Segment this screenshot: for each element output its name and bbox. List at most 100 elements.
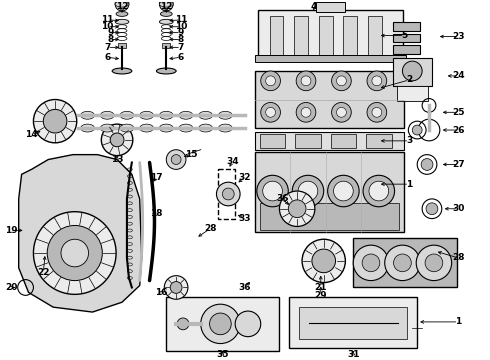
Circle shape [426, 203, 438, 215]
Ellipse shape [100, 111, 114, 119]
Circle shape [385, 245, 420, 280]
Ellipse shape [199, 111, 213, 119]
Text: 35: 35 [216, 350, 229, 359]
Text: 6: 6 [104, 53, 110, 62]
Circle shape [412, 125, 422, 135]
Ellipse shape [156, 68, 176, 74]
Circle shape [257, 175, 288, 207]
Circle shape [43, 109, 67, 133]
Text: 3: 3 [406, 136, 413, 145]
Circle shape [263, 181, 282, 201]
Circle shape [372, 107, 382, 117]
Text: 26: 26 [452, 126, 465, 135]
Text: 4: 4 [311, 1, 317, 10]
Bar [392, 22, 420, 31]
Ellipse shape [120, 111, 134, 119]
Ellipse shape [81, 124, 95, 132]
Polygon shape [19, 155, 142, 312]
Bar [331, 134, 356, 148]
Bar [255, 55, 406, 62]
Text: 18: 18 [150, 209, 163, 218]
Ellipse shape [159, 19, 173, 24]
Bar [258, 10, 403, 61]
Bar [255, 152, 404, 232]
Circle shape [298, 181, 318, 201]
Bar [162, 44, 170, 48]
Text: 9: 9 [178, 28, 184, 37]
Text: 8: 8 [107, 35, 113, 44]
Bar [295, 134, 321, 148]
Circle shape [369, 181, 389, 201]
Text: 7: 7 [104, 43, 110, 52]
Circle shape [332, 103, 351, 122]
Bar [294, 16, 308, 55]
Circle shape [332, 71, 351, 91]
Bar [392, 33, 420, 42]
Bar [260, 134, 285, 148]
Circle shape [312, 249, 336, 273]
Text: 23: 23 [452, 32, 465, 41]
Circle shape [110, 133, 124, 147]
Circle shape [261, 103, 280, 122]
Circle shape [115, 0, 129, 11]
Circle shape [201, 304, 240, 343]
Text: 1: 1 [455, 318, 462, 327]
Ellipse shape [140, 124, 153, 132]
Circle shape [367, 71, 387, 91]
Ellipse shape [179, 111, 193, 119]
Circle shape [296, 71, 316, 91]
Text: 30: 30 [452, 204, 465, 213]
Text: 21: 21 [315, 283, 327, 292]
Text: 22: 22 [37, 268, 49, 277]
Circle shape [337, 107, 346, 117]
Circle shape [171, 155, 181, 165]
Bar [270, 16, 283, 55]
Text: 11: 11 [175, 15, 187, 24]
Text: 28: 28 [204, 224, 217, 233]
Circle shape [33, 99, 77, 143]
Bar [319, 16, 333, 55]
Ellipse shape [116, 12, 128, 17]
Ellipse shape [199, 124, 213, 132]
Text: 1: 1 [406, 180, 413, 189]
Circle shape [222, 188, 234, 200]
Ellipse shape [81, 111, 95, 119]
Text: 12: 12 [116, 1, 128, 10]
Text: 20: 20 [5, 283, 18, 292]
Bar [366, 134, 392, 148]
Circle shape [402, 61, 422, 81]
Bar [392, 45, 420, 54]
Circle shape [33, 212, 116, 294]
Circle shape [337, 76, 346, 86]
Circle shape [170, 282, 182, 293]
Circle shape [296, 103, 316, 122]
Text: 28: 28 [452, 253, 465, 262]
Text: 34: 34 [226, 157, 239, 166]
Circle shape [301, 107, 311, 117]
Ellipse shape [159, 111, 173, 119]
Bar [289, 297, 417, 348]
Ellipse shape [100, 124, 114, 132]
Bar [118, 44, 126, 48]
Ellipse shape [219, 124, 232, 132]
Bar [353, 238, 457, 288]
Circle shape [47, 225, 102, 280]
Ellipse shape [160, 12, 172, 17]
Bar [392, 58, 432, 86]
Circle shape [166, 150, 186, 170]
Bar [255, 71, 404, 128]
Circle shape [159, 0, 173, 11]
Circle shape [393, 254, 411, 272]
Ellipse shape [140, 111, 153, 119]
Ellipse shape [120, 124, 134, 132]
Circle shape [101, 124, 133, 156]
Circle shape [177, 318, 189, 330]
Circle shape [235, 311, 261, 337]
Circle shape [362, 254, 380, 272]
Circle shape [363, 175, 394, 207]
Text: 5: 5 [401, 31, 408, 40]
Circle shape [334, 181, 353, 201]
Ellipse shape [159, 124, 173, 132]
Text: 36: 36 [239, 283, 251, 292]
Circle shape [292, 175, 324, 207]
